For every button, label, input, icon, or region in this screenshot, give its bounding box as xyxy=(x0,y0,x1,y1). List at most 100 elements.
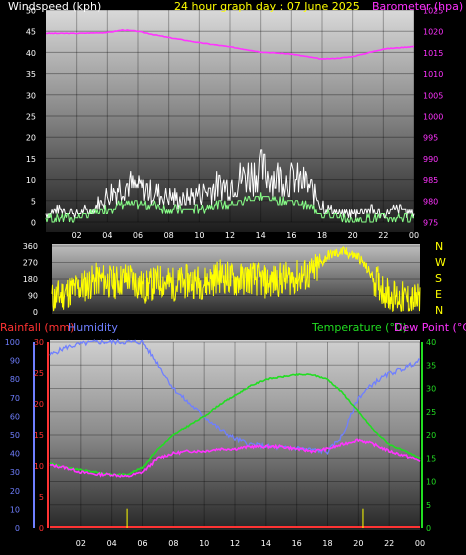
wind-y-tick-label: 45 xyxy=(26,28,36,37)
temp-x-tick-label: 08 xyxy=(168,539,178,548)
wind-chart-y2-ticks: 975 980 985 990 995 1000 1005 1010 1015 1020 1025 xyxy=(423,7,443,228)
direction-chart-left-strip xyxy=(40,244,52,314)
wind-y-tick-label: 0 xyxy=(31,219,36,228)
wind-x-tick-label: 04 xyxy=(102,231,112,240)
barometer-tick-label: 1010 xyxy=(423,70,443,79)
wind-y-tick-label: 10 xyxy=(26,176,36,185)
barometer-tick-label: 1020 xyxy=(423,28,443,37)
wind-x-tick-label: 18 xyxy=(317,231,327,240)
rain-tick-label: 25 xyxy=(34,369,44,378)
temperature-tick-label: 20 xyxy=(426,431,436,440)
barometer-tick-label: 975 xyxy=(423,219,438,228)
rain-tick-label: 0 xyxy=(39,524,44,533)
barometer-tick-label: 1000 xyxy=(423,113,443,122)
compass-tick-label: S xyxy=(435,272,442,285)
temperature-tick-label: 10 xyxy=(426,478,436,487)
wind-chart-y-ticks: 0 5 10 15 20 25 30 35 40 45 50 xyxy=(26,7,36,228)
humidity-tick-label: 90 xyxy=(10,357,20,366)
wind-x-tick-label: 22 xyxy=(378,231,388,240)
wind-x-tick-label: 10 xyxy=(194,231,204,240)
wind-chart-x-ticks: 02 04 06 08 10 12 14 16 18 20 22 00 xyxy=(72,231,420,240)
temp-x-tick-label: 14 xyxy=(261,539,271,548)
temperature-tick-label: 35 xyxy=(426,361,436,370)
humidity-tick-label: 80 xyxy=(10,375,20,384)
rain-axis-label: Rainfall (mm) xyxy=(0,321,74,334)
direction-y-tick-label: 90 xyxy=(28,292,38,301)
barometer-tick-label: 1025 xyxy=(423,7,443,16)
temperature-humidity-chart: 0 10 20 30 40 5 0 6 0 70 80 90 100 0 5 10 15 20 25 30 0 5 10… xyxy=(0,321,466,548)
temp-x-tick-label: 00 xyxy=(415,539,425,548)
wind-gust-series xyxy=(45,149,415,219)
wind-y-tick-label: 30 xyxy=(26,91,36,100)
humidity-tick-label: 70 xyxy=(10,394,20,403)
wind-y-tick-label: 25 xyxy=(26,113,36,122)
wind-average-series xyxy=(45,192,414,223)
wind-chart-left-strip xyxy=(40,10,46,232)
wind-chart-right-strip xyxy=(414,10,420,232)
humidity-tick-label: 0 xyxy=(15,524,20,533)
wind-y-tick-label: 50 xyxy=(26,7,36,16)
rain-tick-label: 15 xyxy=(34,431,44,440)
rain-ticks: 0 5 10 15 20 25 30 xyxy=(34,338,44,533)
wind-x-tick-label: 08 xyxy=(164,231,174,240)
temp-x-tick-label: 06 xyxy=(137,539,147,548)
temp-x-tick-label: 12 xyxy=(230,539,240,548)
direction-y-tick-label: 0 xyxy=(33,308,38,317)
wind-x-tick-label: 12 xyxy=(225,231,235,240)
direction-y-tick-label: 360 xyxy=(23,242,38,251)
wind-direction-series xyxy=(51,245,421,313)
rain-tick-label: 10 xyxy=(34,462,44,471)
rain-tick-label: 5 xyxy=(39,493,44,502)
humidity-ticks: 0 10 20 30 40 50 60 70 80 90 100 xyxy=(5,338,20,533)
rain-tick-label: 20 xyxy=(34,400,44,409)
wind-chart-series xyxy=(45,28,415,223)
wind-y-tick-label: 40 xyxy=(26,49,36,58)
temp-x-tick-label: 02 xyxy=(76,539,86,548)
humidity-axis-label: Humidity xyxy=(68,321,118,334)
temperature-tick-label: 0 xyxy=(426,524,431,533)
humidity-tick-label: 30 xyxy=(10,468,20,477)
wind-chart-y2-label: Barometer (hpa) xyxy=(372,0,463,13)
direction-y-tick-label: 270 xyxy=(23,259,38,268)
compass-tick-label: N xyxy=(435,304,443,317)
dewpoint-series xyxy=(49,438,421,478)
rain-tick-label: 30 xyxy=(34,338,44,347)
temp-x-tick-label: 20 xyxy=(353,539,363,548)
humidity-tick-label: 50 xyxy=(10,431,20,440)
wind-x-tick-label: 20 xyxy=(348,231,358,240)
humidity-tick-label: 20 xyxy=(10,487,20,496)
wind-y-tick-label: 20 xyxy=(26,134,36,143)
temp-x-tick-label: 16 xyxy=(292,539,302,548)
wind-x-tick-label: 06 xyxy=(133,231,143,240)
barometer-tick-label: 1015 xyxy=(423,49,443,58)
wind-chart-y-label: Windspeed (kph) xyxy=(8,0,101,13)
barometer-series xyxy=(45,28,415,61)
barometer-tick-label: 1005 xyxy=(423,91,443,100)
temp-x-tick-label: 04 xyxy=(107,539,117,548)
temperature-ticks: 0 5 10 15 20 25 30 35 40 xyxy=(426,338,436,533)
direction-chart-y-ticks: 0 90 180 270 360 xyxy=(23,242,38,317)
temp-x-tick-label: 10 xyxy=(199,539,209,548)
compass-tick-label: W xyxy=(435,256,446,269)
temp-chart-left-strip xyxy=(40,340,50,530)
direction-y-tick-label: 180 xyxy=(23,275,38,284)
wind-x-tick-label: 00 xyxy=(409,231,419,240)
barometer-tick-label: 995 xyxy=(423,134,438,143)
wind-x-tick-label: 16 xyxy=(286,231,296,240)
temp-chart-x-ticks: 02 04 06 08 10 12 14 16 18 20 22 00 xyxy=(76,539,425,548)
temperature-tick-label: 5 xyxy=(426,501,431,510)
barometer-tick-label: 985 xyxy=(423,176,438,185)
wind-y-tick-label: 35 xyxy=(26,70,36,79)
humidity-tick-label: 100 xyxy=(5,338,20,347)
temperature-tick-label: 30 xyxy=(426,385,436,394)
compass-tick-label: E xyxy=(435,288,442,301)
wind-x-tick-label: 14 xyxy=(256,231,266,240)
temperature-tick-label: 15 xyxy=(426,454,436,463)
dewpoint-axis-label: Dew Point (°C) xyxy=(394,321,466,334)
temp-chart-series xyxy=(49,338,421,528)
temperature-tick-label: 40 xyxy=(426,338,436,347)
temp-x-tick-label: 18 xyxy=(322,539,332,548)
temp-x-tick-label: 22 xyxy=(384,539,394,548)
humidity-series xyxy=(49,338,421,456)
